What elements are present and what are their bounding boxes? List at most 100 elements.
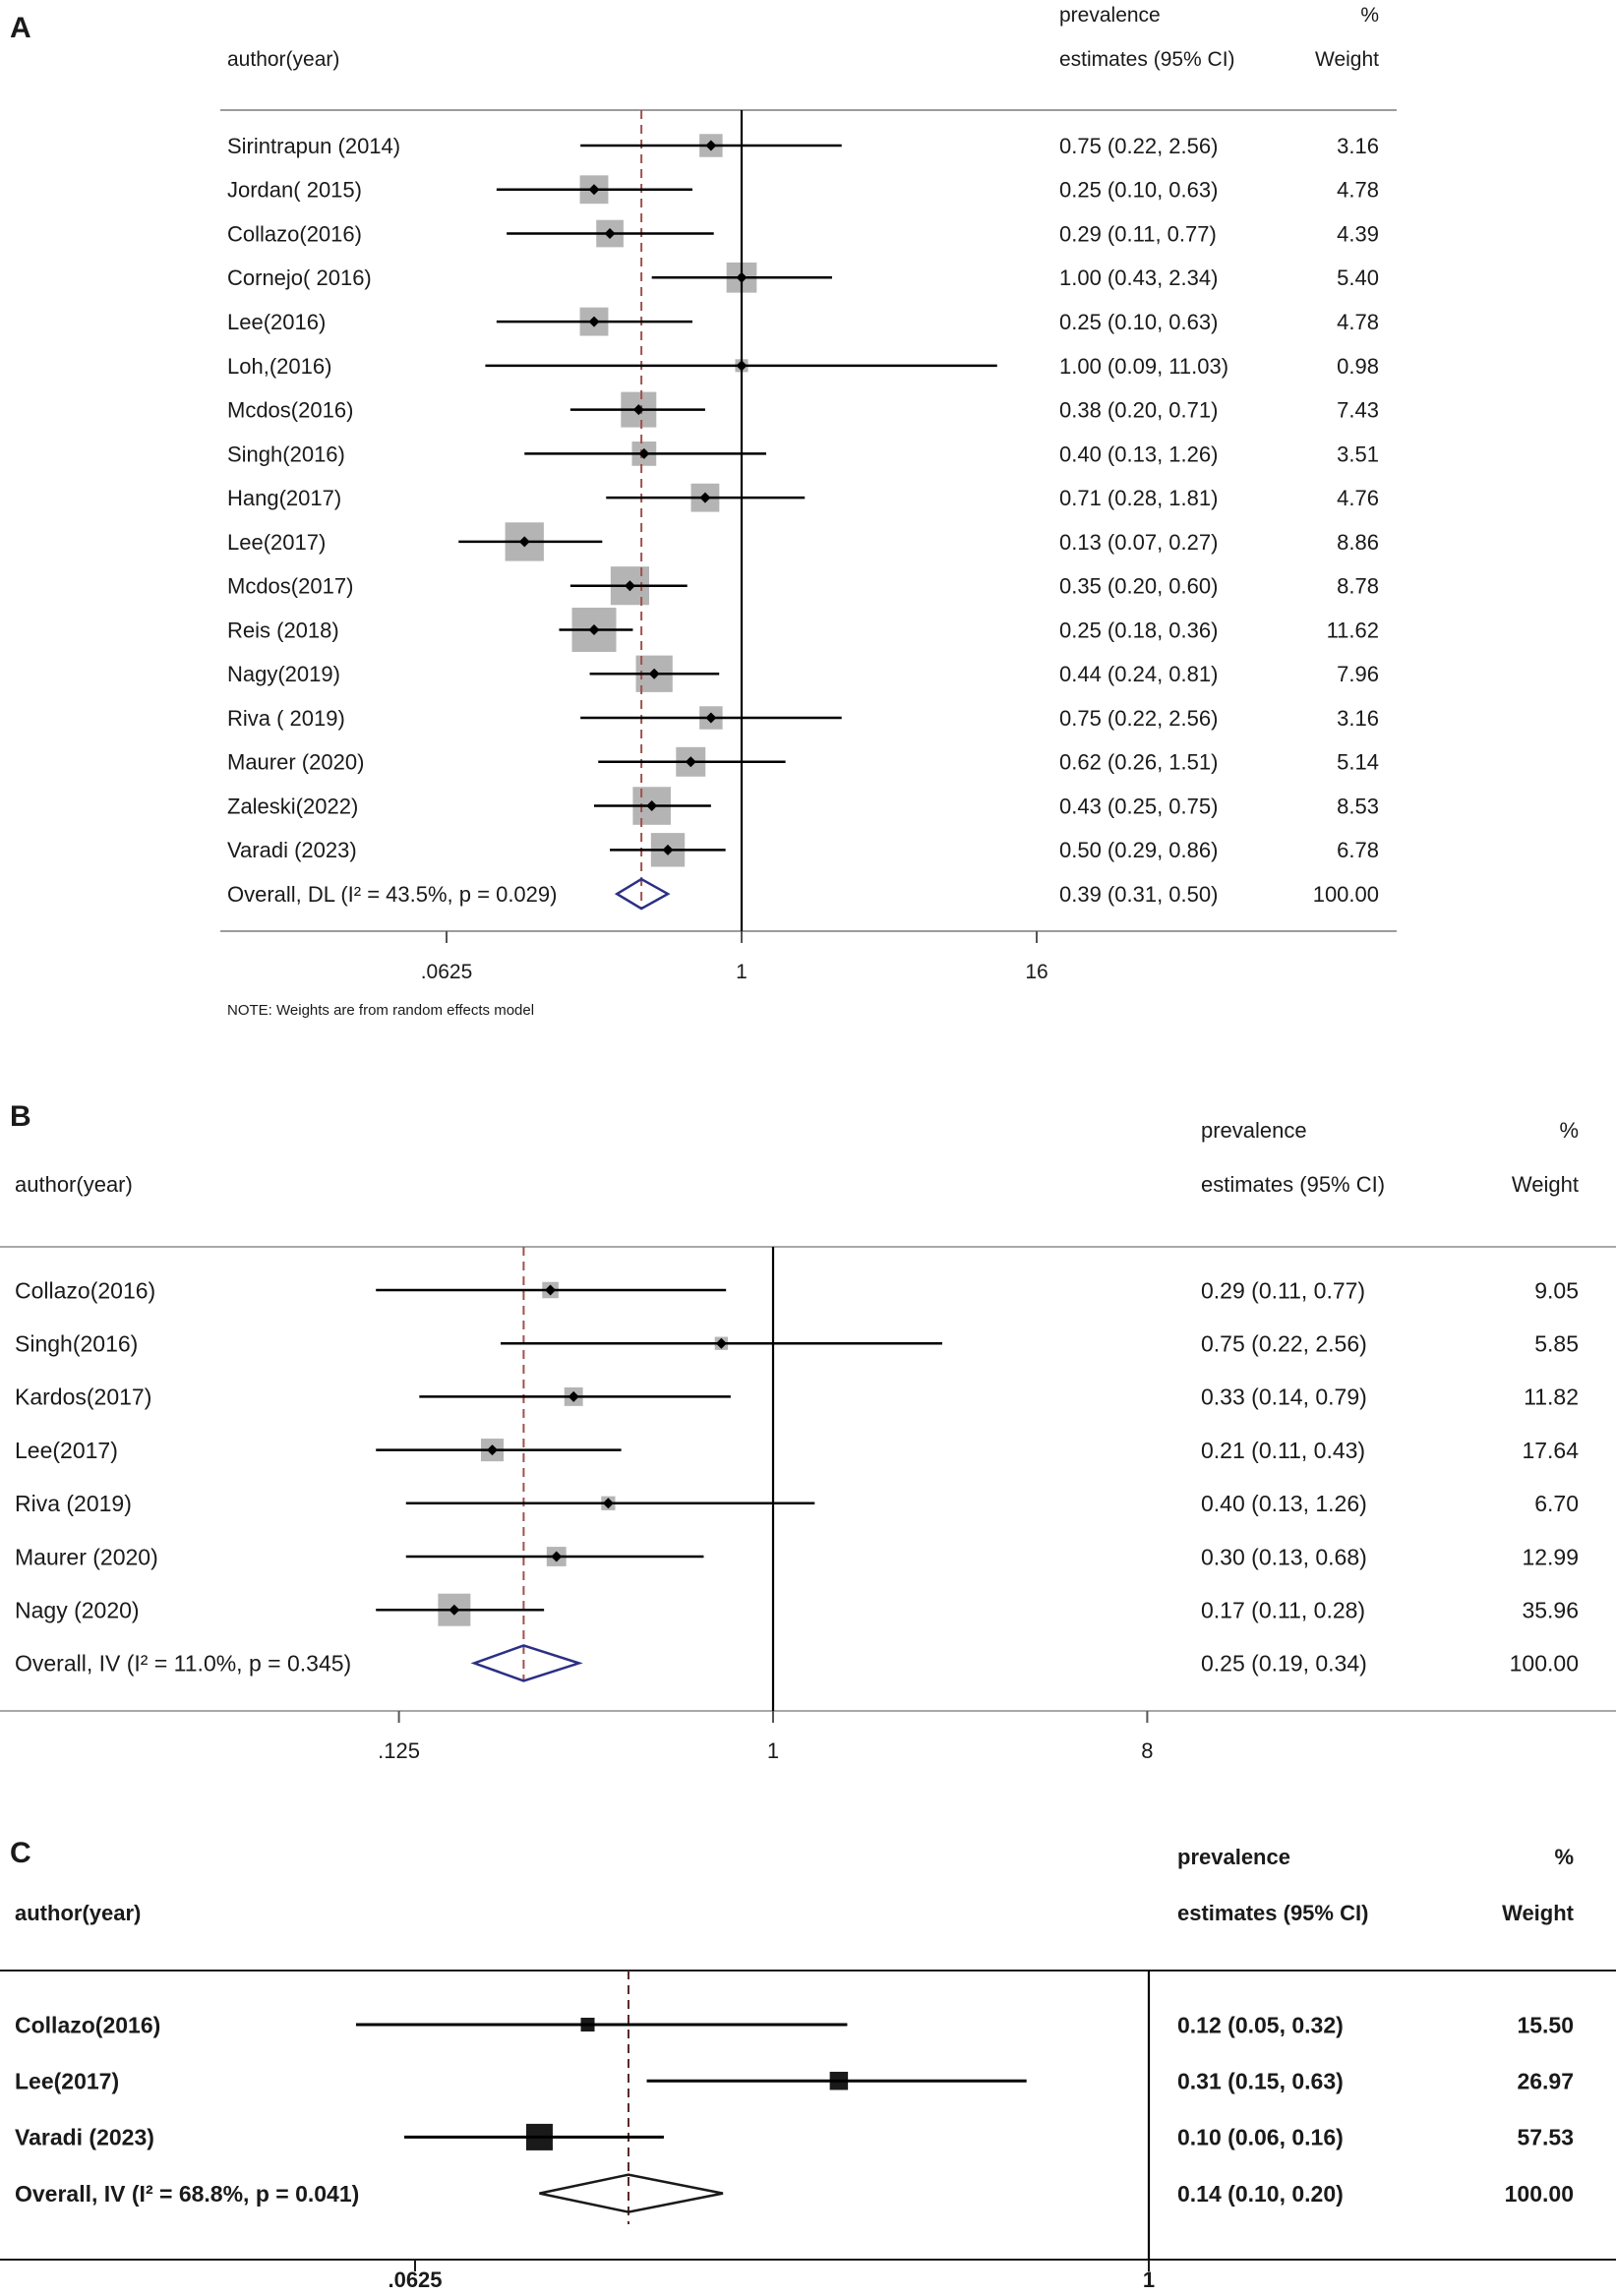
estimate-text: 0.44 (0.24, 0.81) — [1059, 662, 1218, 686]
estimate-text: 1.00 (0.09, 11.03) — [1059, 354, 1228, 379]
weight-text: 0.98 — [1337, 354, 1379, 379]
overall-estimate-text: 0.14 (0.10, 0.20) — [1177, 2181, 1344, 2207]
study-label: Nagy (2020) — [15, 1597, 140, 1622]
point-estimate-marker — [646, 800, 658, 812]
point-estimate-marker — [602, 1498, 614, 1509]
point-estimate-marker — [699, 492, 711, 503]
estimate-text: 0.38 (0.20, 0.71) — [1059, 398, 1218, 423]
study-label: Riva ( 2019) — [227, 706, 345, 731]
x-tick-label: 1 — [1143, 2267, 1155, 2292]
study-label: Zaleski(2022) — [227, 794, 358, 818]
estimate-text: 0.12 (0.05, 0.32) — [1177, 2012, 1344, 2037]
note-text: NOTE: Weights are from random effects mo… — [227, 1002, 534, 1019]
weight-text: 4.39 — [1337, 221, 1379, 246]
point-estimate-marker — [624, 580, 635, 592]
pooled-diamond — [614, 877, 671, 911]
column-header-prevalence: prevalence — [1177, 1845, 1290, 1869]
weight-text: 5.85 — [1534, 1330, 1579, 1356]
x-tick-label: .125 — [378, 1738, 420, 1763]
weight-text: 17.64 — [1522, 1438, 1579, 1463]
column-header-weight: Weight — [1502, 1901, 1575, 1925]
estimate-text: 0.40 (0.13, 1.26) — [1059, 442, 1218, 466]
estimate-text: 0.21 (0.11, 0.43) — [1201, 1438, 1365, 1463]
overall-label: Overall, IV (I² = 11.0%, p = 0.345) — [15, 1651, 351, 1677]
study-label: Collazo(2016) — [15, 1277, 155, 1303]
estimate-text: 0.29 (0.11, 0.77) — [1201, 1277, 1365, 1303]
estimate-text: 0.30 (0.13, 0.68) — [1201, 1544, 1367, 1569]
column-header-estimates: estimates (95% CI) — [1201, 1172, 1385, 1197]
point-estimate-marker — [638, 447, 650, 459]
overall-weight-text: 100.00 — [1510, 1651, 1579, 1677]
weight-text: 5.40 — [1337, 265, 1379, 290]
column-header-study: author(year) — [15, 1172, 133, 1197]
weight-text: 8.78 — [1337, 574, 1379, 599]
estimate-text: 0.25 (0.18, 0.36) — [1059, 618, 1218, 642]
pooled-diamond — [539, 2173, 724, 2213]
point-estimate-marker — [551, 1551, 563, 1562]
study-label: Varadi (2023) — [227, 838, 357, 862]
study-label: Lee(2016) — [227, 310, 326, 334]
study-label: Cornejo( 2016) — [227, 265, 372, 290]
column-header-estimates: estimates (95% CI) — [1177, 1901, 1368, 1925]
weight-text: 4.76 — [1337, 486, 1379, 510]
study-label: Nagy(2019) — [227, 662, 340, 686]
estimate-text: 0.17 (0.11, 0.28) — [1201, 1597, 1365, 1622]
panel-letter: B — [10, 1100, 31, 1133]
overall-weight-text: 100.00 — [1313, 882, 1379, 907]
study-label: Jordan( 2015) — [227, 178, 362, 203]
panel-letter: A — [10, 12, 31, 44]
point-estimate-marker — [685, 756, 696, 768]
weight-text: 57.53 — [1517, 2125, 1574, 2150]
weight-text: 8.53 — [1337, 794, 1379, 818]
point-estimate-marker — [604, 228, 616, 240]
pooled-diamond — [470, 1644, 583, 1682]
weight-text: 3.16 — [1337, 134, 1379, 158]
point-estimate-marker — [632, 404, 644, 416]
overall-weight-text: 100.00 — [1505, 2181, 1574, 2207]
study-label: Lee(2017) — [15, 2068, 119, 2093]
estimate-text: 0.13 (0.07, 0.27) — [1059, 530, 1218, 555]
point-estimate-marker — [736, 360, 748, 372]
study-label: Riva (2019) — [15, 1491, 132, 1516]
estimate-text: 0.75 (0.22, 2.56) — [1059, 706, 1218, 731]
study-label: Singh(2016) — [15, 1330, 138, 1356]
point-estimate-marker — [736, 271, 748, 283]
overall-label: Overall, DL (I² = 43.5%, p = 0.029) — [227, 882, 557, 907]
study-label: Maurer (2020) — [227, 750, 364, 775]
point-estimate-marker — [487, 1444, 499, 1456]
study-label: Mcdos(2016) — [227, 398, 353, 423]
study-label: Loh,(2016) — [227, 354, 331, 379]
weight-text: 15.50 — [1517, 2012, 1574, 2037]
estimate-text: 0.10 (0.06, 0.16) — [1177, 2125, 1344, 2150]
x-tick-label: .0625 — [421, 961, 473, 983]
weight-text: 6.70 — [1534, 1491, 1579, 1516]
panel-letter: C — [10, 1837, 31, 1869]
weight-text: 7.96 — [1337, 662, 1379, 686]
point-estimate-marker — [588, 623, 600, 635]
x-tick-label: .0625 — [388, 2267, 442, 2292]
weight-text: 5.14 — [1337, 750, 1379, 775]
study-label: Singh(2016) — [227, 442, 345, 466]
study-label: Lee(2017) — [15, 1438, 118, 1463]
overall-estimate-text: 0.39 (0.31, 0.50) — [1059, 882, 1218, 907]
point-estimate-marker — [568, 1390, 579, 1402]
weight-text: 35.96 — [1522, 1597, 1579, 1622]
weight-text: 3.51 — [1337, 442, 1379, 466]
weight-text: 9.05 — [1534, 1277, 1579, 1303]
point-estimate-marker — [545, 1284, 557, 1296]
study-label: Sirintrapun (2014) — [227, 134, 400, 158]
column-header-percent: % — [1554, 1845, 1574, 1869]
study-label: Collazo(2016) — [227, 221, 362, 246]
weight-text: 11.82 — [1524, 1384, 1579, 1410]
x-tick-label: 1 — [736, 961, 748, 983]
column-header-prevalence: prevalence — [1059, 4, 1161, 27]
column-header-weight: Weight — [1512, 1172, 1579, 1197]
estimate-text: 0.50 (0.29, 0.86) — [1059, 838, 1218, 862]
weight-text: 26.97 — [1517, 2068, 1574, 2093]
point-estimate-marker — [588, 316, 600, 327]
estimate-text: 0.43 (0.25, 0.75) — [1059, 794, 1218, 818]
estimate-text: 0.62 (0.26, 1.51) — [1059, 750, 1218, 775]
point-estimate-marker — [588, 184, 600, 196]
